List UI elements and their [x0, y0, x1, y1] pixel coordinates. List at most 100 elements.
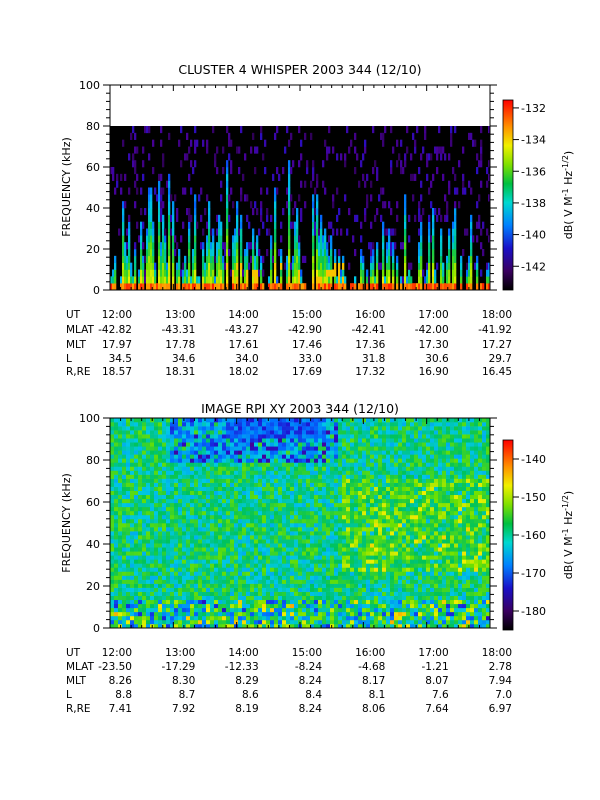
spectrogram-cell: [122, 276, 125, 284]
spectrogram-cell: [170, 611, 175, 617]
ephemeris-value: 30.6: [425, 353, 449, 365]
spectrogram-cell: [342, 583, 347, 588]
spectrogram-cell: [418, 276, 421, 284]
spectrogram-cell: [338, 591, 343, 596]
spectrogram-cell: [198, 623, 203, 629]
spectrogram-cell: [138, 470, 143, 475]
spectrogram-cell: [130, 619, 135, 625]
spectrogram-cell: [334, 543, 339, 548]
spectrogram-cell: [334, 514, 339, 520]
spectrogram-cell: [206, 454, 211, 459]
spectrogram-cell: [452, 228, 455, 236]
spectrogram-cell: [134, 430, 139, 435]
spectrogram-cell: [290, 595, 295, 601]
spectrogram-cell: [362, 587, 367, 592]
spectrogram-cell: [222, 146, 225, 154]
spectrogram-cell: [206, 535, 211, 540]
spectrogram-cell: [126, 502, 131, 508]
spectrogram-cell: [312, 208, 315, 216]
spectrogram-cell: [330, 523, 335, 528]
spectrogram-cell: [238, 146, 241, 154]
spectrogram-cell: [438, 126, 441, 134]
spectrogram-cell: [128, 276, 131, 284]
spectrogram-cell: [326, 523, 331, 528]
spectrogram-cell: [252, 208, 255, 216]
spectrogram-cell: [376, 208, 379, 216]
spectrogram-cell: [252, 283, 255, 291]
spectrogram-cell: [370, 242, 373, 250]
spectrogram-cell: [242, 454, 247, 459]
spectrogram-cell: [342, 486, 347, 491]
spectrogram-cell: [234, 514, 239, 520]
spectrogram-cell: [118, 478, 123, 483]
spectrogram-cell: [348, 208, 351, 216]
spectrogram-cell: [166, 607, 171, 613]
spectrogram-cell: [262, 418, 267, 423]
spectrogram-cell: [134, 494, 139, 500]
spectrogram-cell: [110, 446, 115, 451]
spectrogram-cell: [246, 486, 251, 491]
spectrogram-cell: [350, 434, 355, 439]
spectrogram-cell: [292, 208, 295, 216]
spectrogram-cell: [158, 591, 163, 596]
spectrogram-cell: [314, 575, 319, 580]
spectrogram-cell: [302, 430, 307, 435]
spectrogram-cell: [154, 470, 159, 475]
spectrogram-cell: [110, 579, 115, 584]
spectrogram-cell: [318, 571, 323, 576]
spectrogram-cell: [274, 208, 277, 216]
spectrogram-cell: [294, 591, 299, 596]
spectrogram-cell: [178, 438, 183, 443]
spectrogram-cell: [418, 255, 421, 263]
spectrogram-cell: [252, 276, 255, 284]
spectrogram-cell: [338, 539, 343, 544]
spectrogram-cell: [330, 426, 335, 431]
spectrogram-cell: [326, 490, 331, 496]
spectrogram-cell: [178, 454, 183, 459]
spectrogram-cell: [202, 551, 207, 556]
spectrogram-cell: [294, 422, 299, 427]
spectrogram-cell: [330, 559, 335, 564]
spectrogram-cell: [226, 194, 229, 202]
spectrogram-cell: [162, 502, 167, 508]
spectrogram-cell: [476, 201, 479, 209]
spectrogram-cell: [126, 579, 131, 584]
spectrogram-cell: [278, 603, 283, 609]
ephemeris-value: -41.92: [478, 324, 512, 336]
spectrogram-cell: [318, 551, 323, 556]
spectrogram-cell: [214, 623, 219, 629]
spectrogram-cell: [250, 559, 255, 564]
spectrogram-cell: [338, 255, 341, 263]
spectrogram-cell: [150, 591, 155, 596]
spectrogram-cell: [230, 623, 235, 629]
spectrogram-cell: [400, 139, 403, 147]
spectrogram-cell: [238, 587, 243, 592]
spectrogram-cell: [488, 194, 491, 202]
spectrogram-cell: [162, 555, 167, 560]
spectrogram-cell: [186, 547, 191, 552]
spectrogram-cell: [324, 139, 327, 147]
spectrogram-cell: [370, 531, 375, 536]
spectrogram-cell: [258, 426, 263, 431]
spectrogram-cell: [146, 249, 149, 257]
spectrogram-cell: [238, 555, 243, 560]
spectrogram-cell: [332, 228, 335, 236]
spectrogram-cell: [270, 571, 275, 576]
spectrogram-cell: [318, 442, 323, 447]
spectrogram-cell: [226, 623, 231, 629]
spectrogram-cell: [370, 563, 375, 568]
spectrogram-cell: [310, 470, 315, 475]
spectrogram-cell: [230, 454, 235, 459]
spectrogram-cell: [192, 167, 195, 175]
spectrogram-cell: [418, 249, 421, 257]
spectrogram-cell: [334, 615, 339, 621]
spectrogram-cell: [282, 551, 287, 556]
spectrogram-cell: [306, 470, 311, 475]
spectrogram-cell: [122, 462, 127, 467]
spectrogram-cell: [274, 187, 277, 195]
spectrogram-cell: [242, 466, 247, 471]
spectrogram-cell: [226, 462, 231, 467]
spectrogram-cell: [346, 575, 351, 580]
spectrogram-cell: [266, 214, 269, 222]
spectrogram-cell: [330, 535, 335, 540]
